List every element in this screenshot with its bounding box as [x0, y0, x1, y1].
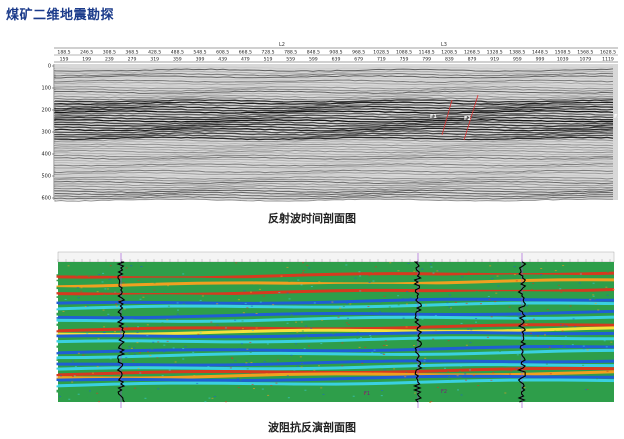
second-axis-tick-label: 1039	[557, 57, 569, 63]
second-axis-tick-label: 1079	[579, 57, 591, 63]
top-axis-tick-label: 668.5	[239, 50, 252, 56]
second-axis-tick-label: 159	[60, 57, 69, 63]
well-log-curve	[412, 261, 423, 403]
line-marker-label: L2	[279, 42, 285, 48]
second-axis-tick-label: 359	[173, 57, 182, 63]
top-axis-tick-label: 1508.5	[555, 50, 571, 56]
time-axis-tick-label: 500	[41, 174, 51, 180]
top-axis-tick-label: 488.5	[171, 50, 184, 56]
time-axis-tick-label: 400	[41, 152, 51, 158]
top-axis-tick-label: 1448.5	[532, 50, 548, 56]
figure-1-caption: 反射波时间剖面图	[268, 212, 356, 225]
fault-label: F3	[614, 114, 620, 120]
top-axis-tick-label: 848.5	[307, 50, 320, 56]
top-axis-tick-label: 246.5	[80, 50, 93, 56]
fault-annotations: F1 F2 F3	[430, 94, 621, 141]
time-axis-tick-label: 200	[41, 108, 51, 114]
top-axis-tick-label: 188.5	[57, 50, 70, 56]
second-axis-tick-label: 959	[513, 57, 522, 63]
top-axis-tick-label: 968.5	[352, 50, 365, 56]
top-axis-tick-label: 308.5	[103, 50, 116, 56]
page-title: 煤矿二维地震勘探	[6, 8, 115, 23]
second-axis-tick-label: 999	[536, 57, 545, 63]
impedance-section-image: F1 F2	[46, 250, 616, 410]
top-axis-tick-label: 728.5	[261, 50, 274, 56]
second-axis-tick-label: 799	[422, 57, 431, 63]
top-axis-tick-label: 428.5	[148, 50, 161, 56]
top-axis-tick-label: 1268.5	[464, 50, 480, 56]
second-axis-tick-label: 479	[241, 57, 250, 63]
top-axis-tick-label: 1148.5	[419, 50, 435, 56]
second-axis-tick-label: 319	[150, 57, 159, 63]
top-axis-tick-label: 1028.5	[373, 50, 389, 56]
time-axis-tick-label: 100	[41, 86, 51, 92]
second-axis-tick-label: 679	[354, 57, 363, 63]
time-axis-tick-label: 600	[41, 196, 51, 202]
seismic-traces	[54, 64, 618, 202]
top-axis-tick-label: 608.5	[216, 50, 229, 56]
fault-label: F1	[430, 114, 437, 120]
well-marker-label: F1	[364, 391, 370, 397]
top-axis-tick-label: 1328.5	[487, 50, 503, 56]
fault-label: F2	[464, 116, 471, 122]
time-axis: 0 100 200 300 400 500 600	[41, 64, 55, 202]
impedance-section-figure: F1 F2	[46, 250, 616, 410]
second-axis-tick-label: 279	[128, 57, 137, 63]
second-axis-tick-label: 399	[196, 57, 205, 63]
top-axis-tick-label: 1088.5	[396, 50, 412, 56]
well-marker-label: F2	[441, 389, 447, 395]
top-axis-tick-label: 1628.5	[600, 50, 616, 56]
well-log-curve	[517, 261, 527, 403]
second-axis-tick-label: 559	[286, 57, 295, 63]
top-axis-tick-label: 548.5	[193, 50, 206, 56]
impedance-top-axis	[57, 251, 615, 263]
top-axis-tick-label: 1388.5	[509, 50, 525, 56]
second-axis-tick-label: 599	[309, 57, 318, 63]
second-axis-tick-label: 879	[468, 57, 477, 63]
line-marker-label: L3	[441, 42, 447, 48]
well-log-curve	[116, 261, 126, 403]
figure-2-caption: 波阻抗反演剖面图	[268, 421, 356, 434]
second-axis-tick-label: 1119	[602, 57, 614, 63]
top-axis-tick-label: 908.5	[329, 50, 342, 56]
top-axis-tick-label: 788.5	[284, 50, 297, 56]
second-axis-tick-label: 199	[82, 57, 91, 63]
second-axis-tick-label: 639	[332, 57, 341, 63]
top-axis-tick-label: 1568.5	[577, 50, 593, 56]
time-axis-tick-label: 300	[41, 130, 51, 136]
second-axis-tick-label: 439	[218, 57, 227, 63]
second-axis-tick-label: 839	[445, 57, 454, 63]
second-axis-tick-label: 239	[105, 57, 114, 63]
seismic-section-figure: L2 L3 188.5 159 246.5 199 308.5 239 368.5 279 428.…	[32, 40, 621, 202]
second-axis-tick-label: 919	[490, 57, 499, 63]
well-log-curves: F1 F2	[116, 253, 527, 408]
time-axis-tick-label: 0	[48, 64, 51, 70]
second-axis-tick-label: 719	[377, 57, 386, 63]
impedance-colored-layers	[56, 262, 615, 403]
second-axis-tick-label: 759	[400, 57, 409, 63]
second-axis-tick-label: 519	[264, 57, 273, 63]
top-axis-tick-label: 368.5	[125, 50, 138, 56]
top-axis-tick-label: 1208.5	[441, 50, 457, 56]
